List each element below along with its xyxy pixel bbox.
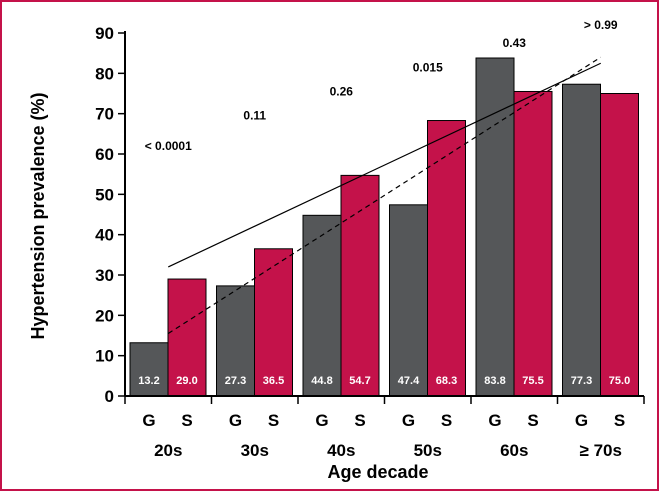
bar-g-5 [475,57,515,397]
group-label-5: 60s [500,441,528,460]
value-label-g-4: 47.4 [398,375,420,387]
p-value-1: < 0.0001 [145,139,192,153]
group-label-3: 40s [327,441,355,460]
bar-letter-s-1: S [181,411,192,430]
y-tick-label-70: 70 [95,105,114,124]
y-tick-label-20: 20 [95,306,114,325]
trendline-s [167,62,602,268]
y-tick-label-30: 30 [95,266,114,285]
bar-letter-s-4: S [441,411,452,430]
value-label-g-2: 27.3 [225,375,246,387]
p-value-6: > 0.99 [584,18,618,32]
value-label-g-6: 77.3 [571,375,592,387]
bar-letter-g-3: G [315,411,328,430]
value-label-s-4: 68.3 [436,375,457,387]
bar-g-4 [389,204,428,397]
bar-letter-g-6: G [575,411,588,430]
bar-letter-s-6: S [614,411,625,430]
group-label-1: 20s [154,441,182,460]
y-tick-label-60: 60 [95,145,114,164]
plot-area: 13.2 29.0 27.3 36.5 44.8 54.7 47.4 68.3 83.8 75.5… [95,18,645,460]
bar-s-2 [254,248,293,397]
p-value-2: 0.11 [243,109,266,123]
group-label-4: 50s [414,441,442,460]
y-tick-label-50: 50 [95,185,114,204]
bar-letter-g-4: G [402,411,415,430]
y-tick-label-80: 80 [95,64,114,83]
bar-letter-s-5: S [527,411,538,430]
bar-letter-g-5: G [488,411,501,430]
value-label-g-3: 44.8 [311,375,332,387]
y-tick-label-90: 90 [95,24,114,43]
x-axis-label: Age decade [327,462,428,482]
value-label-s-5: 75.5 [522,375,543,387]
p-value-5: 0.43 [503,36,527,50]
bar-s-5 [513,90,553,397]
bar-g-2 [216,285,255,397]
bar-s-3 [340,174,380,397]
y-tick-label-40: 40 [95,226,114,245]
p-value-4: 0.015 [413,60,443,74]
bar-letter-s-2: S [268,411,279,430]
bar-letter-g-2: G [229,411,242,430]
group-label-2: 30s [241,441,269,460]
bar-s-1 [167,278,207,397]
bar-g-3 [302,214,342,397]
value-label-g-1: 13.2 [138,375,159,387]
p-value-3: 0.26 [330,85,354,99]
trendline-g [167,56,602,334]
group-label-6: ≥ 70s [580,441,622,460]
bar-g-1 [129,342,169,397]
value-label-s-2: 36.5 [263,375,284,387]
y-tick-label-10: 10 [95,347,114,366]
value-label-s-1: 29.0 [176,375,197,387]
value-label-g-5: 83.8 [484,375,505,387]
bar-g-6 [562,83,601,397]
bar-letter-s-3: S [354,411,365,430]
bar-s-4 [427,120,466,397]
bar-s-6 [600,93,639,397]
bar-letter-g-1: G [142,411,155,430]
value-label-s-3: 54.7 [349,375,370,387]
y-axis-label: Hypertension prevalence (%) [28,92,48,339]
y-tick-label-0: 0 [105,387,114,406]
value-label-s-6: 75.0 [609,375,630,387]
